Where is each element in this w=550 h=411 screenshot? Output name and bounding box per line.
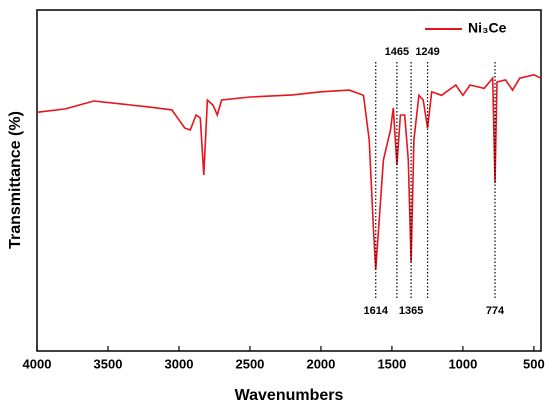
x-tick-label: 1500 — [377, 356, 406, 371]
x-tick-label: 2000 — [306, 356, 335, 371]
legend-label: Ni₃Ce — [468, 20, 507, 36]
peak-label: 1249 — [415, 46, 439, 58]
x-tick-label: 3500 — [94, 356, 123, 371]
x-axis-title: Wavenumbers — [235, 387, 344, 404]
x-tick-label: 2500 — [235, 356, 264, 371]
x-tick-label: 4000 — [23, 356, 52, 371]
y-axis-title: Transmittance (%) — [7, 111, 24, 249]
peak-label: 1365 — [399, 305, 423, 317]
x-tick-label: 500 — [523, 356, 545, 371]
peak-label: 774 — [486, 305, 505, 317]
x-tick-label: 1000 — [448, 356, 477, 371]
spectrum-line — [36, 73, 542, 270]
x-tick-label: 3000 — [165, 356, 194, 371]
plot-frame — [36, 9, 542, 352]
peak-label: 1614 — [364, 305, 389, 317]
peak-label: 1465 — [385, 46, 409, 58]
